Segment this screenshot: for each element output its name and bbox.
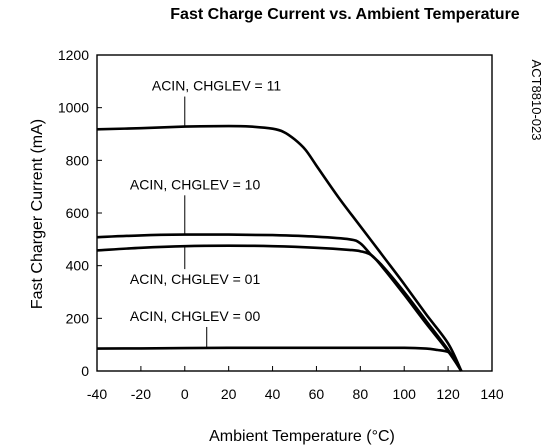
annotation-bg: [126, 306, 264, 326]
y-tick-label: 600: [66, 205, 90, 221]
x-tick-label: 20: [221, 386, 237, 402]
y-axis-label: Fast Charger Current (mA): [29, 119, 46, 309]
y-tick-label: 200: [66, 310, 90, 326]
series-line-1: [96, 233, 463, 372]
x-tick-label: 60: [309, 386, 325, 402]
y-tick-label: 800: [66, 152, 90, 168]
annotation-bg: [126, 270, 264, 290]
x-tick-label: 140: [480, 386, 504, 402]
x-tick-label: 80: [353, 386, 369, 402]
series-line-3: [96, 346, 463, 372]
side-label: ACT8810-023: [529, 60, 544, 141]
series-line-2: [96, 244, 463, 372]
y-tick-label: 0: [81, 363, 89, 379]
annotation-label: ACIN, CHGLEV = 11: [152, 78, 282, 94]
annotation-label: ACIN, CHGLEV = 10: [130, 176, 261, 192]
x-tick-label: 100: [393, 386, 417, 402]
annotation-bg: [148, 76, 285, 96]
series-line-0: [96, 124, 463, 372]
x-tick-label: 0: [181, 386, 189, 402]
x-axis-label: Ambient Temperature (°C): [209, 428, 395, 445]
annotation-label: ACIN, CHGLEV = 00: [130, 308, 261, 324]
annotation-label: ACIN, CHGLEV = 01: [130, 271, 261, 287]
y-tick-label: 1200: [58, 47, 89, 63]
x-tick-label: 40: [265, 386, 281, 402]
y-tick-label: 400: [66, 258, 90, 274]
x-tick-label: 120: [436, 386, 460, 402]
x-tick-label: -20: [131, 386, 151, 402]
x-tick-label: -40: [87, 386, 107, 402]
chart-title: Fast Charge Current vs. Ambient Temperat…: [170, 6, 520, 23]
annotation-bg: [126, 175, 264, 195]
y-tick-label: 1000: [58, 100, 89, 116]
